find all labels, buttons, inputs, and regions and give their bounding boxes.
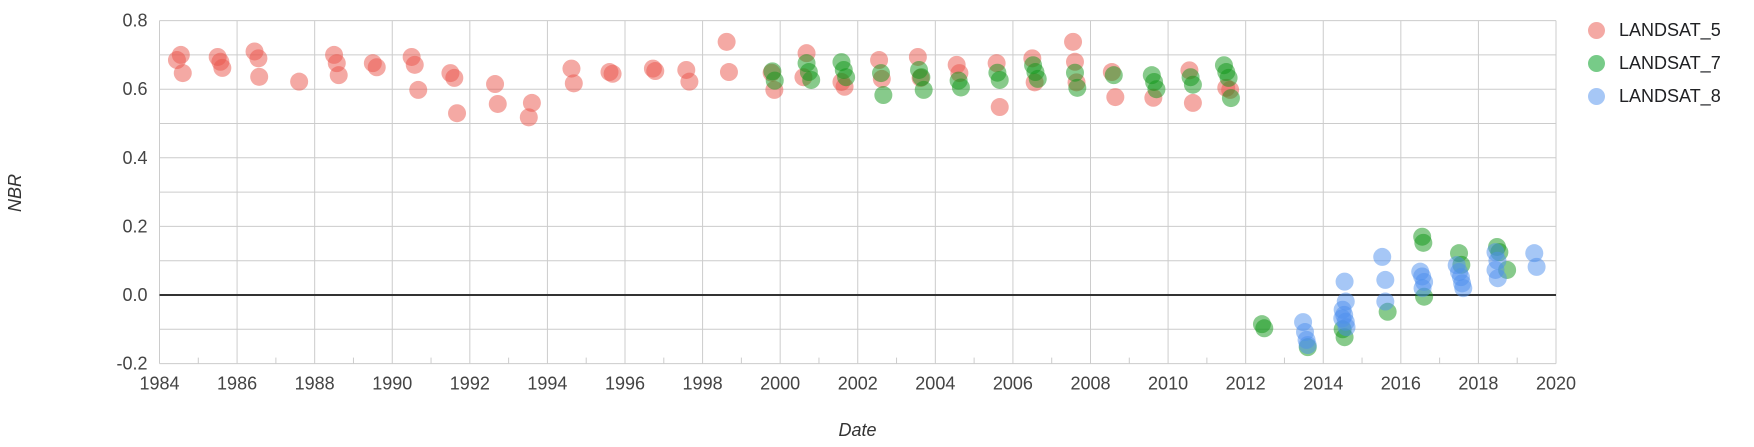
scatter-point-landsat_8 [1337,318,1356,337]
x-tick-label: 1986 [217,374,257,394]
scatter-point-landsat_5 [1183,93,1202,112]
scatter-point-landsat_5 [908,47,927,66]
scatter-point-landsat_5 [405,55,424,74]
x-tick-label: 2008 [1070,374,1110,394]
x-axis-title: Date [838,420,877,440]
legend-item-landsat-7: LANDSAT_7 [1588,53,1721,73]
scatter-point-landsat_5 [564,74,583,93]
x-tick-label: 1996 [605,374,645,394]
x-tick-label: 2018 [1458,374,1498,394]
scatter-point-landsat_7 [990,70,1009,89]
scatter-point-landsat_5 [171,45,190,64]
y-tick-label: 0.6 [122,79,147,99]
x-tick-label: 2020 [1536,374,1576,394]
scatter-point-landsat_5 [719,63,738,82]
scatter-point-landsat_8 [1525,244,1544,263]
scatter-point-landsat_8 [1413,279,1432,298]
scatter-point-landsat_8 [1376,292,1395,311]
scatter-point-landsat_7 [872,64,891,83]
scatter-point-landsat_7 [1065,63,1084,82]
scatter-point-landsat_7 [874,86,893,105]
x-tick-label: 1984 [139,374,179,394]
scatter-point-landsat_5 [250,67,269,86]
scatter-point-landsat_7 [1028,69,1047,88]
x-tick-label: 1994 [527,374,567,394]
x-tick-label: 1992 [450,374,490,394]
scatter-point-landsat_7 [837,68,856,87]
legend-label: LANDSAT_5 [1619,19,1721,40]
scatter-point-landsat_5 [1106,88,1125,107]
scatter-point-landsat_8 [1335,272,1354,291]
scatter-point-landsat_5 [173,64,192,83]
scatter-point-landsat_5 [445,68,464,87]
scatter-point-landsat_5 [329,66,348,85]
scatter-point-landsat_5 [646,62,665,81]
x-tick-label: 2004 [915,374,955,394]
scatter-point-landsat_5 [409,80,428,99]
x-tick-label: 2016 [1381,374,1421,394]
scatter-point-landsat_5 [990,98,1009,117]
scatter-point-landsat_5 [522,93,541,112]
scatter-point-landsat_5 [448,104,467,123]
scatter-point-landsat_7 [1104,66,1123,85]
scatter-point-landsat_5 [249,49,268,68]
scatter-point-landsat_5 [603,64,622,83]
x-tick-label: 1988 [295,374,335,394]
x-tick-label: 1990 [372,374,412,394]
scatter-point-landsat_5 [488,94,507,113]
scatter-point-landsat_5 [367,58,386,77]
scatter-point-landsat_5 [562,59,581,78]
scatter-point-landsat_7 [765,71,784,90]
scatter-point-landsat_7 [1255,319,1274,338]
scatter-point-landsat_7 [914,80,933,99]
scatter-point-landsat_8 [1373,247,1392,266]
legend-swatch-landsat-8-icon [1588,87,1605,105]
scatter-point-landsat_7 [1183,75,1202,94]
x-tick-label: 2012 [1226,374,1266,394]
scatter-point-landsat_8 [1488,269,1507,288]
legend-item-landsat-8: LANDSAT_8 [1588,86,1721,106]
x-tick-label: 2002 [838,374,878,394]
y-axis-title: NBR [5,174,25,213]
scatter-point-landsat_7 [1221,89,1240,108]
y-tick-label: 0.4 [122,148,147,168]
legend-label: LANDSAT_7 [1619,52,1721,73]
scatter-point-landsat_5 [486,75,505,94]
x-tick-label: 2010 [1148,374,1188,394]
y-tick-label: 0.2 [122,216,147,236]
y-tick-label: -0.2 [116,354,147,374]
x-tick-label: 2000 [760,374,800,394]
y-tick-label: 0.8 [122,11,147,31]
scatter-point-landsat_5 [1064,32,1083,51]
scatter-point-landsat_7 [1068,78,1087,97]
scatter-point-landsat_7 [1219,68,1238,87]
scatter-point-landsat_7 [951,78,970,97]
scatter-point-landsat_7 [1414,233,1433,252]
legend-item-landsat-5: LANDSAT_5 [1588,20,1721,40]
scatter-point-landsat_5 [213,58,232,77]
scatter-point-landsat_8 [1527,257,1546,276]
scatter-point-landsat_8 [1298,336,1317,355]
scatter-point-landsat_8 [1376,270,1395,289]
x-tick-label: 1998 [683,374,723,394]
y-tick-label: 0.0 [122,285,147,305]
legend: LANDSAT_5 LANDSAT_7 LANDSAT_8 [1588,20,1721,106]
scatter-point-landsat_5 [519,108,538,127]
scatter-point-landsat_7 [802,70,821,89]
legend-swatch-landsat-7-icon [1588,54,1605,72]
legend-swatch-landsat-5-icon [1588,21,1605,39]
x-tick-label: 2014 [1303,374,1343,394]
scatter-point-landsat_5 [290,72,309,91]
scatter-point-landsat_8 [1454,279,1473,298]
legend-label: LANDSAT_8 [1619,85,1721,106]
scatter-point-landsat_7 [1147,80,1166,99]
scatter-point-landsat_5 [717,32,736,51]
x-tick-label: 2006 [993,374,1033,394]
scatter-point-landsat_5 [680,72,699,91]
